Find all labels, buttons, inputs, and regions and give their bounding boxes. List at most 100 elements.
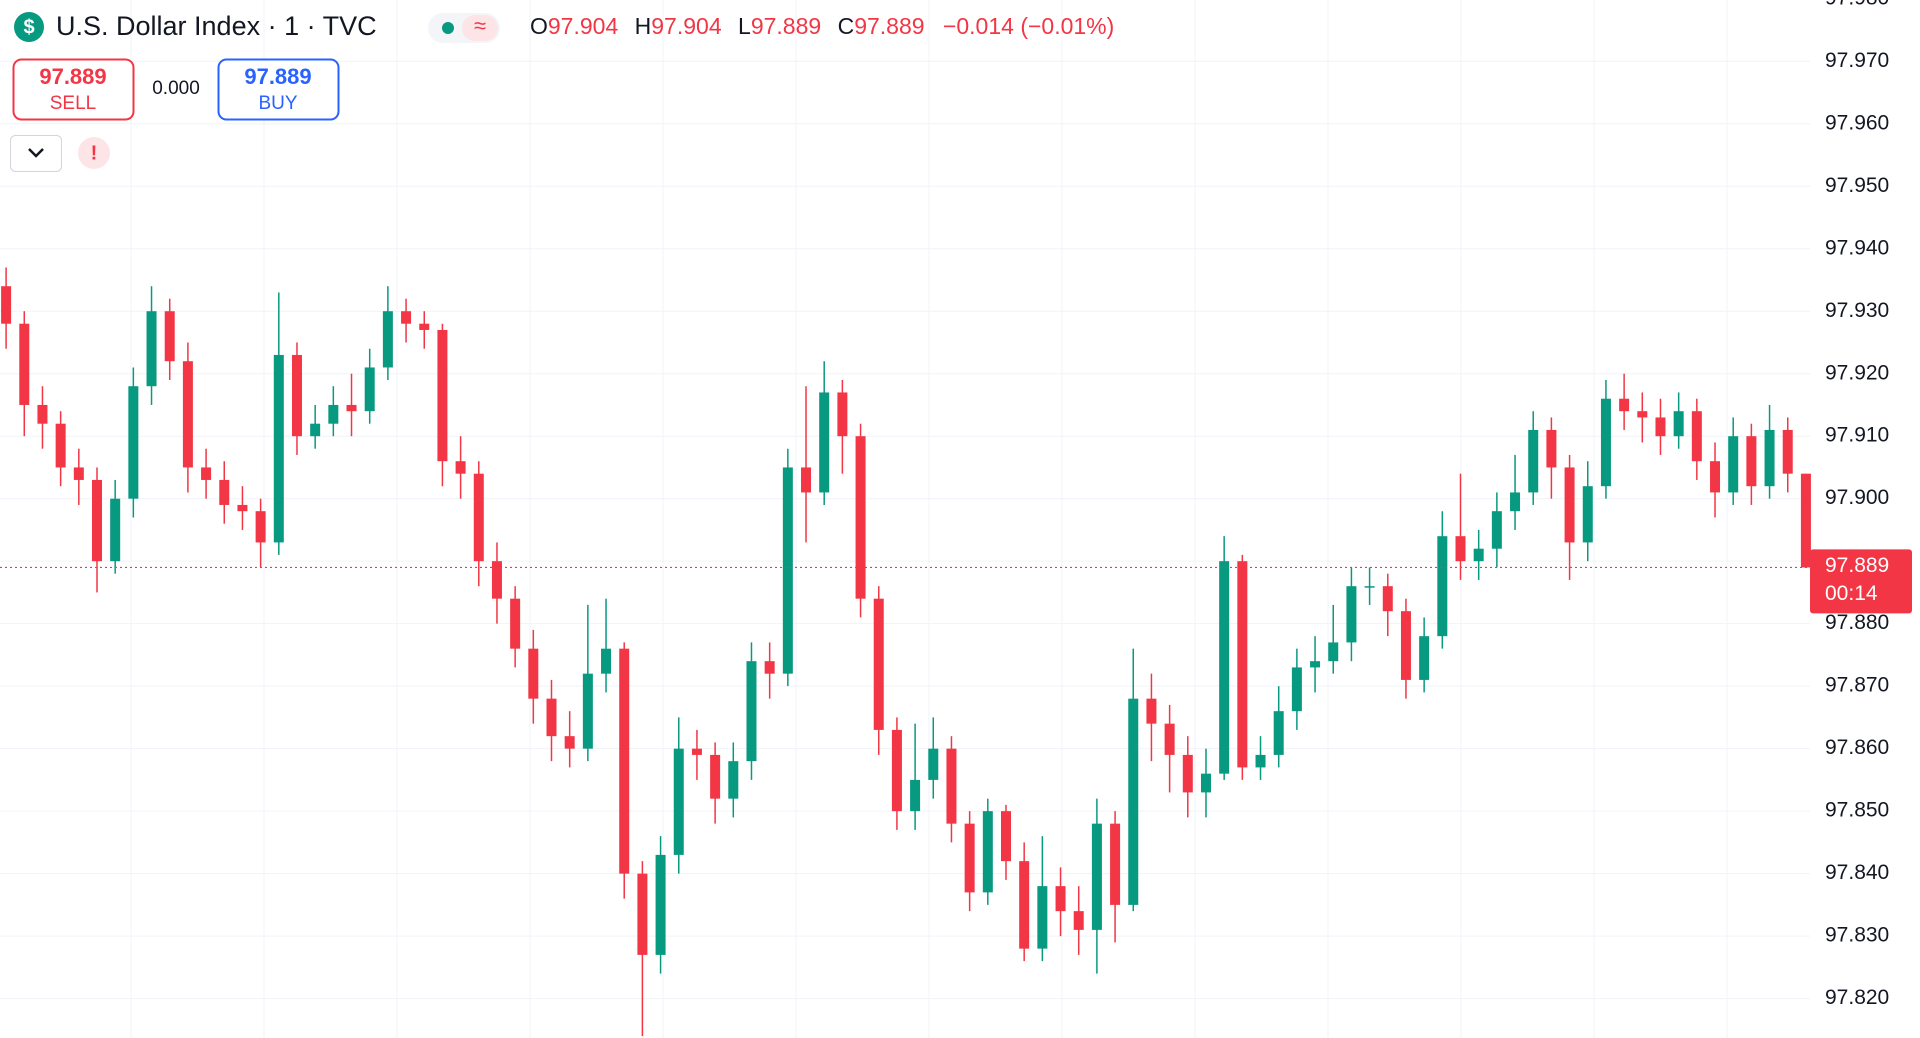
y-tick-label: 97.870 [1825, 674, 1889, 697]
candle-body [691, 748, 702, 755]
candle-body [1800, 473, 1811, 568]
candle-body [1582, 486, 1593, 543]
y-tick-label: 97.820 [1825, 986, 1889, 1009]
candle-body [1382, 586, 1393, 612]
candle-body [382, 311, 393, 368]
candle-body [92, 479, 102, 562]
candle-body [364, 367, 375, 412]
candle-body [873, 598, 884, 730]
candle-body [782, 467, 793, 674]
delayed-icon: ≈ [474, 13, 486, 38]
candle-body [710, 754, 721, 799]
price-tag [1810, 549, 1912, 614]
candle-body [673, 748, 684, 855]
candle-body [1164, 723, 1175, 755]
candle-body [1200, 773, 1211, 793]
candle-body [1728, 436, 1739, 493]
y-tick-label: 97.950 [1825, 174, 1889, 197]
candle-body [637, 873, 648, 955]
warning-badge[interactable] [78, 137, 110, 169]
candle-body [1310, 661, 1321, 668]
candle-body [1655, 417, 1666, 437]
ohlc-value: 97.889 [751, 13, 821, 39]
y-tick-label: 97.900 [1825, 486, 1889, 509]
ohlc-value: 97.904 [651, 13, 722, 39]
candle-body [891, 729, 902, 812]
candle-body [1491, 511, 1502, 549]
change: −0.014 (−0.01%) [943, 13, 1114, 39]
candle-body [1182, 754, 1193, 793]
candle-body [801, 467, 812, 493]
price-tag-countdown: 00:14 [1825, 582, 1878, 605]
candle-body [582, 673, 593, 749]
candle-body [1146, 698, 1157, 724]
candle-body [946, 748, 957, 824]
candle-body [55, 423, 66, 468]
y-tick-label: 97.970 [1825, 49, 1889, 72]
candle-body [1419, 636, 1430, 680]
candle-body [1637, 411, 1648, 418]
candle-body [510, 598, 521, 649]
candle-body [237, 504, 248, 512]
header: $ U.S. Dollar Index · 1 · TVC ≈ O97.904 … [10, 11, 1114, 172]
candle-body [655, 854, 666, 955]
candle-body [19, 323, 30, 405]
symbol-icon [14, 12, 44, 42]
candle-body [982, 811, 993, 893]
candle-body [1746, 436, 1757, 487]
sell-price: 97.889 [39, 64, 106, 89]
ohlc-legend: O97.904 H97.904 L97.889 C97.889 −0.014 (… [530, 13, 1114, 39]
candle-body [1001, 811, 1011, 862]
collapse-button[interactable] [10, 135, 62, 172]
candle-body [1291, 667, 1302, 712]
ohlc-value: 97.889 [854, 13, 924, 39]
candle-body [201, 467, 212, 480]
candle-body [910, 779, 921, 812]
candle-body [473, 473, 484, 562]
candle-body [1019, 861, 1030, 949]
candle-body [1055, 886, 1066, 912]
y-tick-label: 97.830 [1825, 924, 1889, 947]
candle-body [255, 511, 266, 543]
candle-body [73, 467, 84, 480]
candle-body [564, 736, 575, 749]
ohlc-label: O [530, 13, 548, 39]
candle-body [1600, 398, 1611, 487]
candle-body [346, 404, 357, 412]
candle-body [1691, 411, 1702, 462]
y-tick-label: 97.840 [1825, 861, 1889, 884]
candle-body [1528, 429, 1539, 493]
candle-body [1128, 698, 1139, 905]
candle-body [1564, 467, 1575, 543]
sell-button[interactable] [12, 58, 135, 121]
y-tick-label: 97.960 [1825, 111, 1889, 134]
candle-body [1455, 536, 1466, 562]
candle-body [837, 392, 848, 437]
candle-body [182, 361, 193, 468]
candle-body [964, 823, 975, 893]
candle-body [746, 661, 757, 762]
candle-body [1110, 823, 1121, 905]
candle-body [1710, 461, 1721, 493]
candle-body [1346, 586, 1357, 643]
candle-body [491, 561, 502, 599]
grid [0, 0, 1810, 1038]
candle-body [528, 648, 539, 699]
plot [0, 267, 1811, 1037]
candle-body [110, 498, 121, 562]
candle-body [1091, 823, 1102, 930]
candle-body [1364, 586, 1375, 588]
warning-icon: ! [91, 142, 98, 164]
candle-body [146, 311, 157, 387]
candle-body [819, 392, 830, 493]
candle-body [1219, 561, 1230, 774]
buy-button[interactable] [217, 58, 340, 121]
ohlc-label: H [635, 13, 652, 39]
candle-body [219, 479, 230, 505]
buy-label: BUY [258, 93, 297, 114]
y-tick-label: 97.940 [1825, 236, 1889, 259]
candle-body [1073, 911, 1084, 930]
sell-label: SELL [50, 93, 96, 114]
candle-body [1673, 411, 1684, 437]
